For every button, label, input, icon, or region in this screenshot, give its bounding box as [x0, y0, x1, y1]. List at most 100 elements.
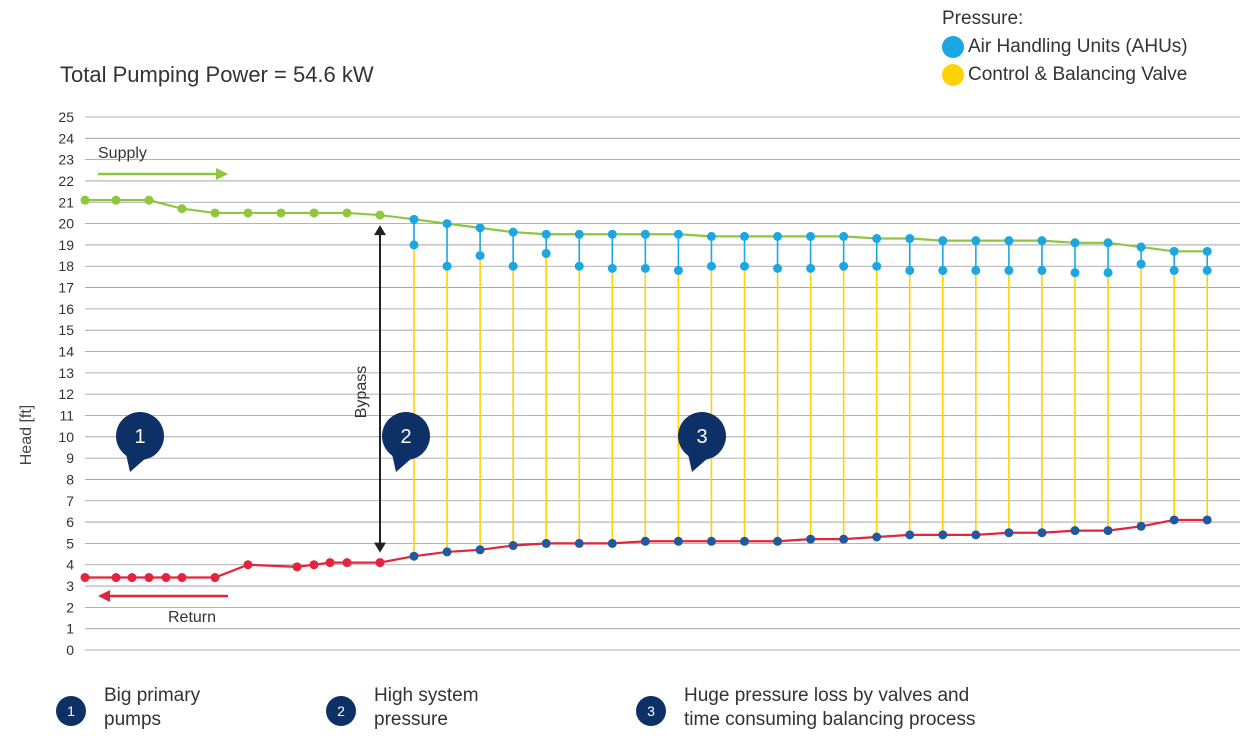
y-tick-label: 5 [66, 535, 74, 551]
ahu-point [1103, 268, 1113, 278]
ahu-point [1004, 266, 1014, 276]
supply-point [773, 231, 783, 241]
supply-point [375, 210, 385, 220]
ahu-point [872, 261, 882, 271]
return-point [1136, 521, 1146, 531]
return-point [1169, 515, 1179, 525]
return-point [210, 573, 220, 583]
ahu-point [1070, 268, 1080, 278]
y-tick-label: 16 [58, 301, 74, 317]
supply-point [1136, 242, 1146, 252]
supply-point [640, 229, 650, 239]
ahu-point [574, 261, 584, 271]
return-point [706, 536, 716, 546]
supply-point [740, 231, 749, 241]
legend-label-valve: Control & Balancing Valve [968, 64, 1188, 85]
y-tick-label: 23 [58, 152, 74, 168]
return-point [1202, 515, 1212, 525]
ahu-point [475, 251, 485, 261]
supply-point [342, 208, 352, 218]
supply-point [706, 231, 716, 241]
y-tick-label: 1 [66, 621, 74, 637]
gridlines [85, 116, 1240, 651]
y-tick-label: 12 [58, 386, 74, 402]
supply-point [508, 227, 518, 237]
y-tick-label: 25 [58, 109, 74, 125]
supply-point [1070, 238, 1080, 248]
legend-item-valve: Control & Balancing Valve [942, 61, 1188, 89]
return-point [872, 532, 882, 542]
ahu-point [640, 263, 650, 273]
return-label: Return [168, 609, 216, 626]
ahu-point [1202, 266, 1212, 276]
supply-label: Supply [98, 145, 147, 162]
footnote-text-2: High system pressure [374, 685, 479, 730]
return-point [905, 530, 915, 540]
footnote-number-2: 2 [326, 696, 356, 726]
ahu-point [673, 266, 683, 276]
supply-point [607, 229, 617, 239]
supply-point [872, 234, 882, 244]
ahu-point [1136, 259, 1146, 269]
y-tick-label: 7 [66, 493, 74, 509]
supply-point [971, 236, 981, 246]
return-point [127, 573, 137, 583]
y-tick-label: 15 [58, 322, 74, 338]
supply-point [806, 231, 816, 241]
callout-number: 1 [134, 426, 145, 448]
supply-point [475, 223, 485, 233]
legend-label-ahu: Air Handling Units (AHUs) [968, 36, 1188, 57]
ahu-point [442, 261, 452, 271]
return-point [1037, 528, 1047, 538]
return-point [409, 551, 419, 561]
supply-point [541, 229, 551, 239]
y-tick-label: 20 [58, 216, 74, 232]
return-point [541, 538, 551, 548]
return-point [574, 538, 584, 548]
legend-item-ahu: Air Handling Units (AHUs) [942, 33, 1188, 61]
supply-point [574, 229, 584, 239]
return-point [243, 560, 253, 570]
y-tick-label: 9 [66, 450, 74, 466]
return-point [161, 573, 171, 583]
ahu-point [773, 263, 783, 273]
legend: Pressure: Air Handling Units (AHUs) Cont… [942, 8, 1188, 89]
ahu-point [1037, 266, 1047, 276]
return-arrow-head [98, 590, 110, 602]
supply-point [243, 208, 253, 218]
return-point [80, 573, 90, 583]
y-tick-label: 19 [58, 237, 74, 253]
return-point [806, 534, 816, 544]
y-tick-label: 2 [66, 599, 74, 615]
ahu-point [409, 240, 419, 250]
supply-point [673, 229, 683, 239]
supply-point [309, 208, 319, 218]
supply-point [1103, 238, 1113, 248]
ahu-point [508, 261, 518, 271]
y-axis-label: Head [ft] [18, 404, 35, 466]
y-tick-label: 6 [66, 514, 74, 530]
y-tick-label: 4 [66, 557, 74, 573]
return-point [640, 536, 650, 546]
return-point [1103, 526, 1113, 536]
return-line [85, 518, 1208, 579]
supply-point [409, 214, 419, 224]
return-point [442, 547, 452, 557]
y-tick-label: 10 [58, 429, 74, 445]
return-point [971, 530, 981, 540]
supply-point [144, 195, 154, 205]
return-point [144, 573, 154, 583]
bypass-arrow-head [374, 225, 386, 236]
return-point [177, 573, 187, 583]
footnote-number-1: 1 [56, 696, 86, 726]
return-point [111, 573, 121, 583]
footnote-text-1: Big primary pumps [104, 685, 201, 730]
bypass-label: Bypass [353, 366, 370, 418]
return-point [773, 536, 783, 546]
supply-point [442, 219, 452, 229]
supply-point [177, 204, 187, 214]
return-point [607, 538, 617, 548]
supply-point [839, 231, 849, 241]
supply-point [1037, 236, 1047, 246]
